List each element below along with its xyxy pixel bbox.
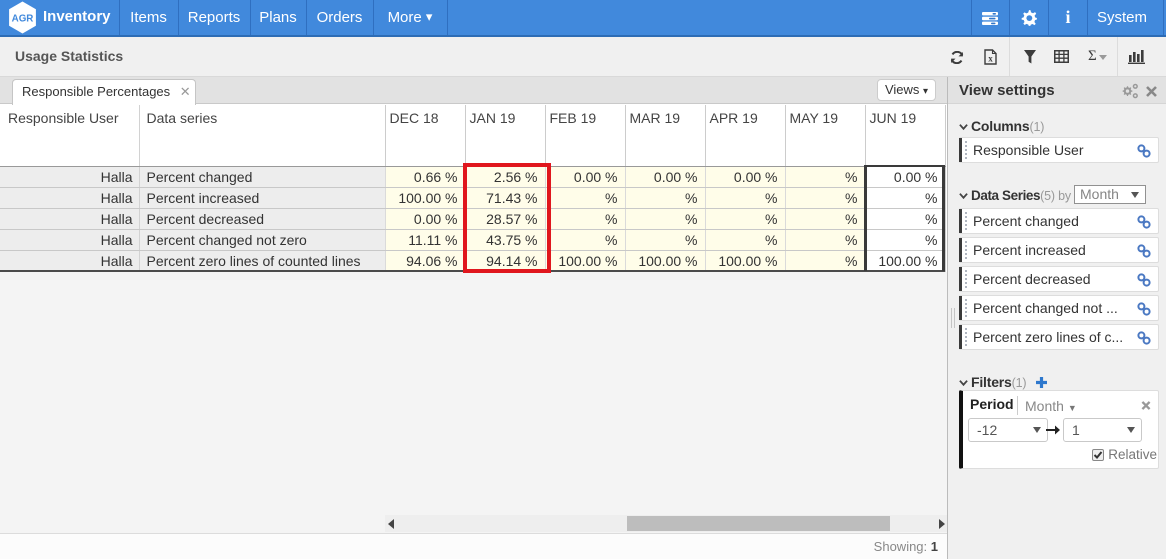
svg-text:AGR: AGR <box>12 14 34 25</box>
svg-text:x: x <box>988 54 993 64</box>
